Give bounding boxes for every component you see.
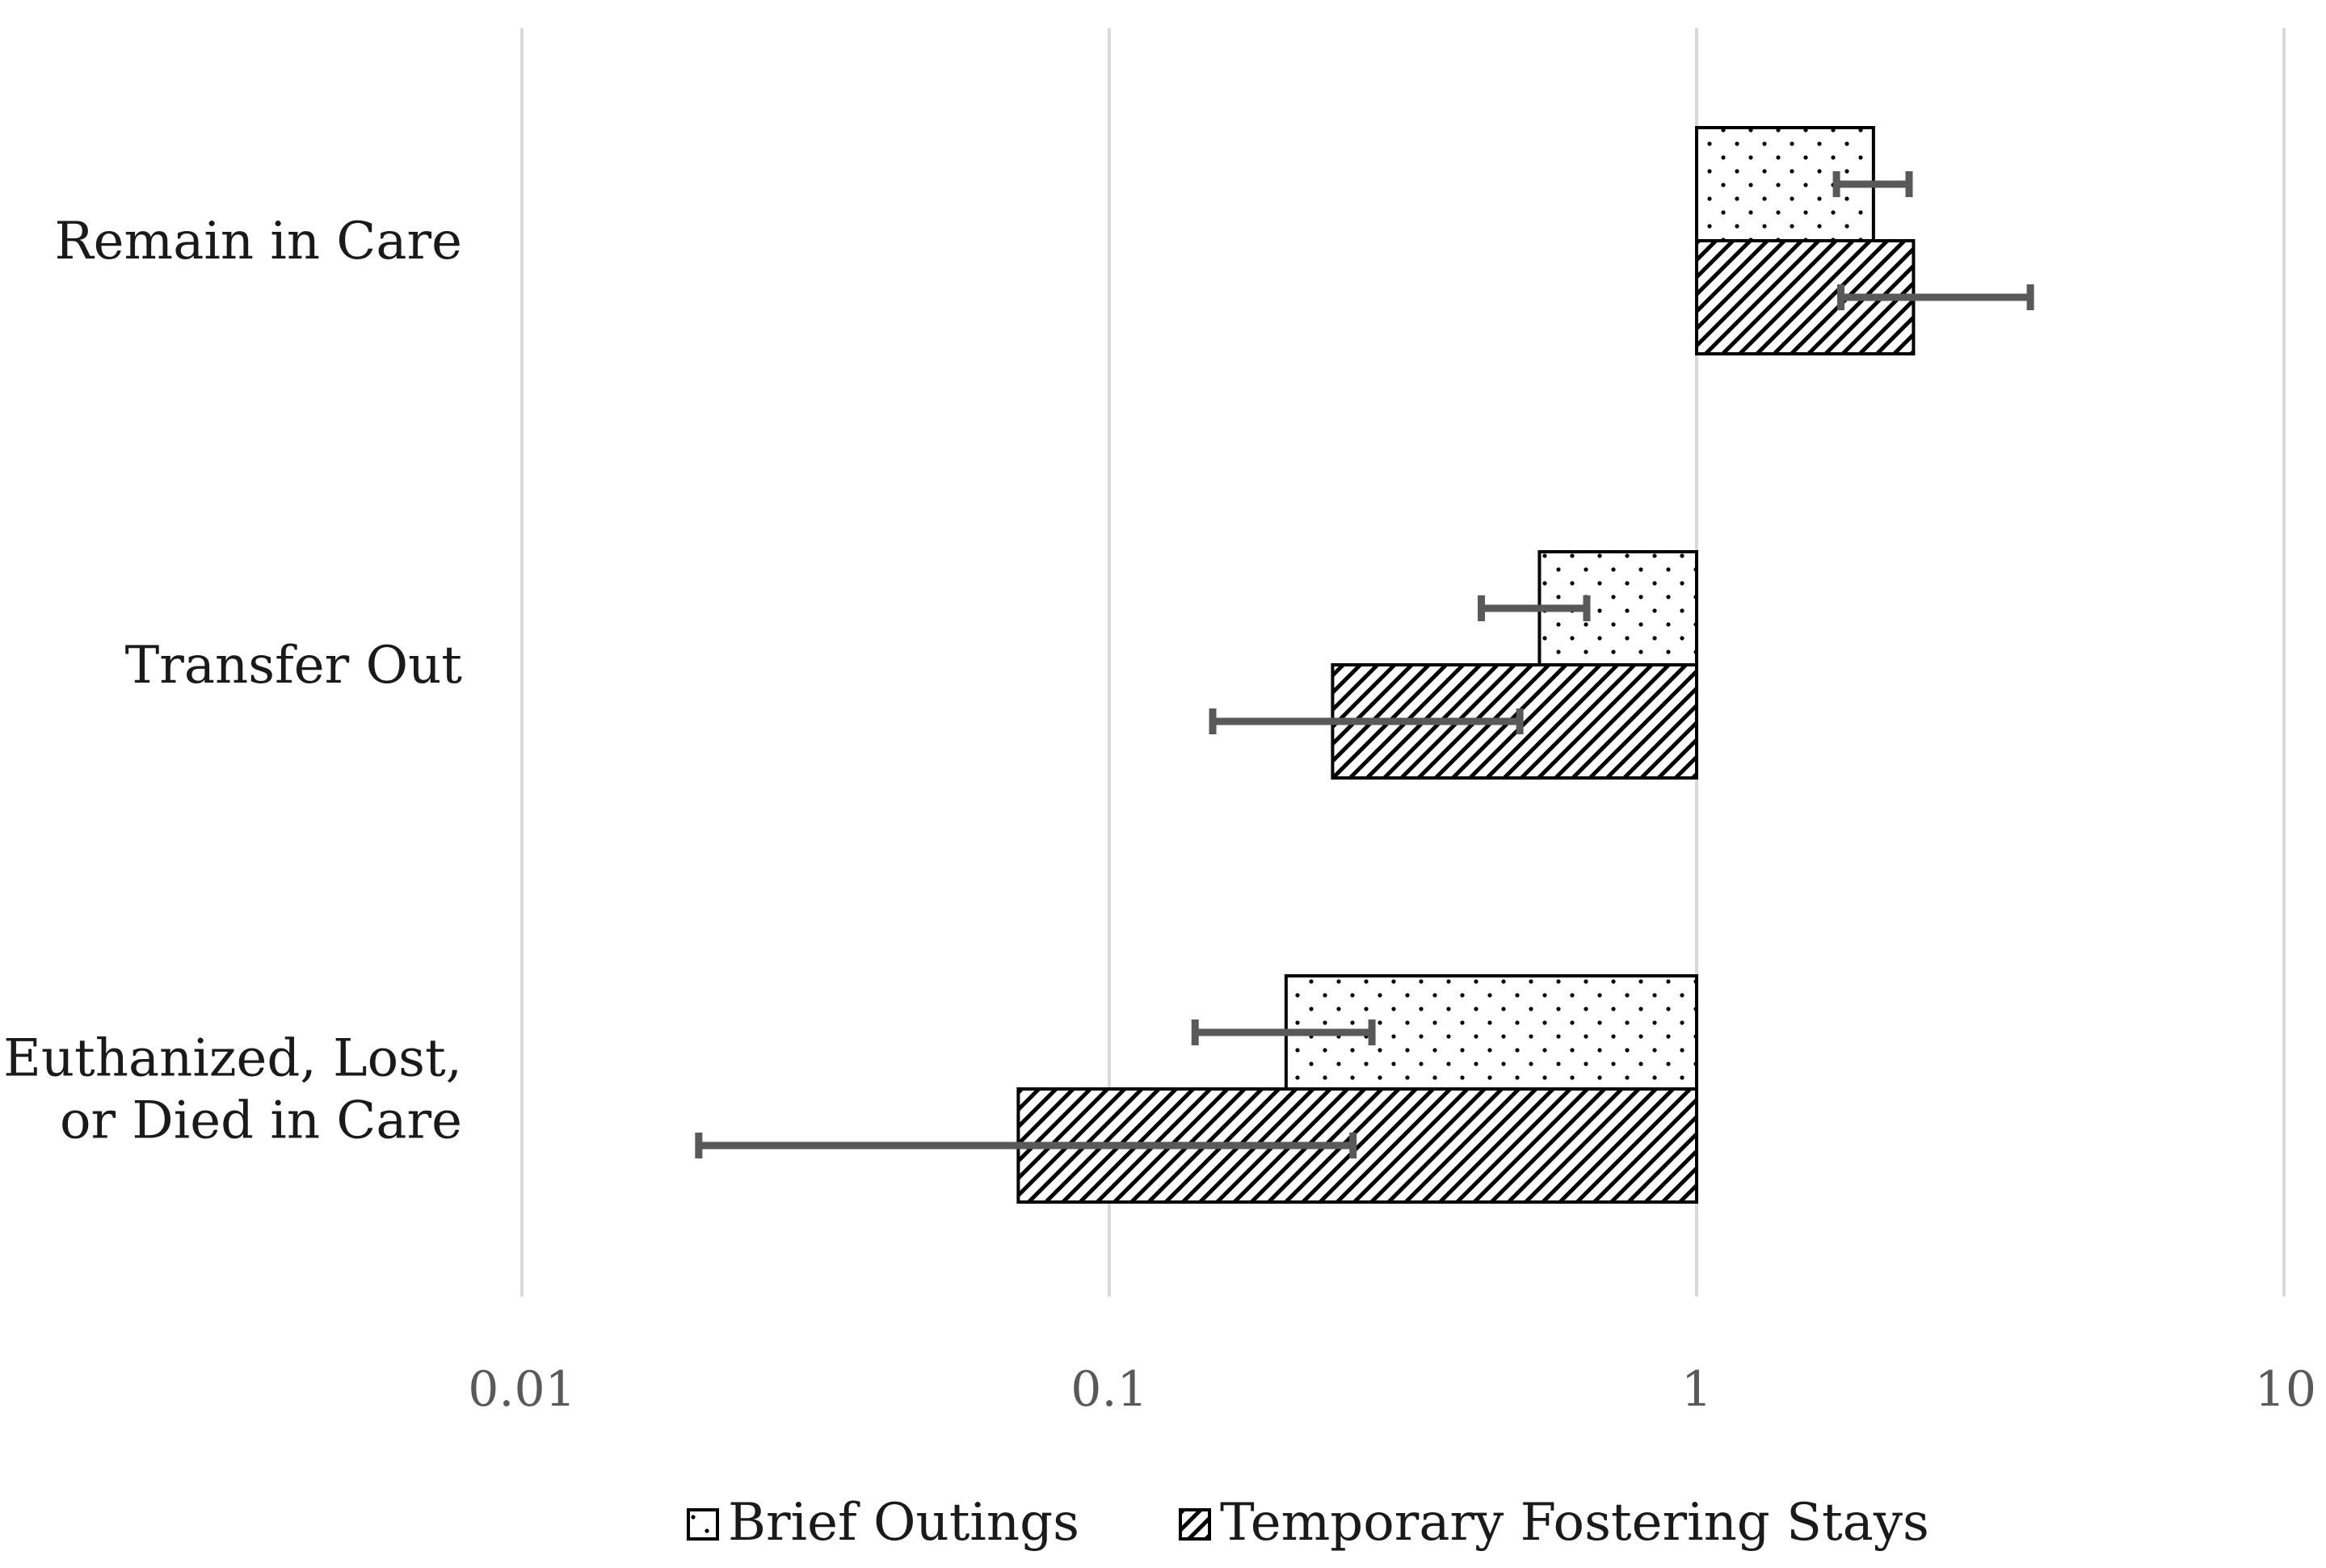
x-axis-tick-labels: 0.01 0.1 1 10 (468, 1361, 2316, 1418)
category-labels: Remain in Care Transfer Out Euthanized, Lo… (3, 212, 462, 1151)
error-bar-brief-outings-euthanized-lost-or-died-in-care (1191, 1019, 1376, 1045)
category-label-transfer-out: Transfer Out (125, 636, 463, 696)
legend-label-brief-outings: Brief Outings (728, 1493, 1079, 1553)
error-bars (695, 171, 2034, 1158)
x-tick-label-10: 10 (2255, 1361, 2316, 1418)
error-bar-temporary-fostering-stays-transfer-out (1209, 708, 1524, 734)
category-label-remain-in-care: Remain in Care (54, 212, 462, 271)
error-bar-brief-outings-remain-in-care (1832, 171, 1913, 197)
legend-swatch-brief-outings (687, 1508, 719, 1541)
x-tick-label-1: 1 (1681, 1361, 1712, 1418)
bars (1016, 126, 1916, 1204)
error-bar-brief-outings-transfer-out (1478, 595, 1591, 621)
legend-swatch-temporary-fostering-stays (1179, 1508, 1211, 1541)
legend: Brief Outings Temporary Fostering Stays (687, 1493, 1929, 1553)
error-bar-temporary-fostering-stays-remain-in-care (1836, 284, 2034, 310)
x-tick-label-0-1: 0.1 (1070, 1361, 1147, 1418)
legend-label-temporary-fostering-stays: Temporary Fostering Stays (1220, 1493, 1929, 1553)
x-tick-label-0-01: 0.01 (468, 1361, 576, 1418)
error-bar-temporary-fostering-stays-euthanized-lost-or-died-in-care (695, 1133, 1357, 1158)
category-label-euthanized-lost-or-died-in-care: Euthanized, Lost, or Died in Care (3, 1029, 462, 1151)
